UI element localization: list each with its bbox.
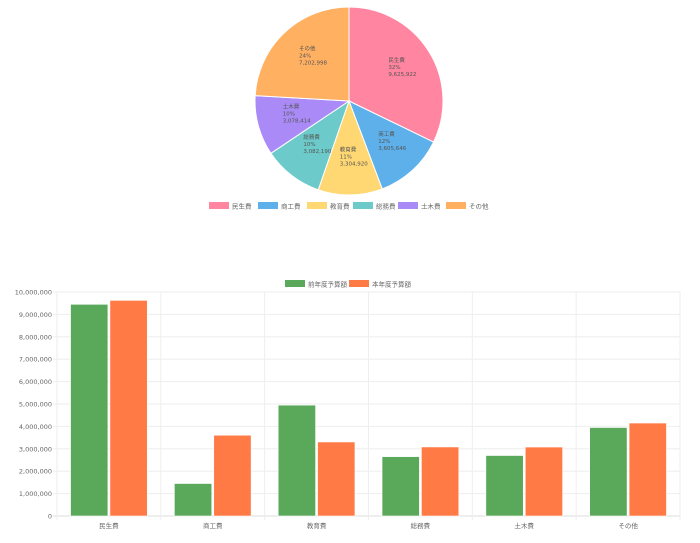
y-tick-label: 1,000,000 <box>19 490 52 498</box>
x-tick-label: 土木費 <box>515 521 535 530</box>
bar <box>70 304 109 517</box>
y-tick-label: 9,000,000 <box>19 311 52 319</box>
y-tick-label: 5,000,000 <box>19 401 52 409</box>
slice-percent: 11% <box>340 154 352 160</box>
bar <box>213 434 252 517</box>
slice-label: 商工費 <box>378 130 395 138</box>
legend-swatch <box>353 202 373 209</box>
slice-percent: 10% <box>283 111 295 117</box>
y-tick-label: 4,000,000 <box>19 423 52 431</box>
slice-percent: 32% <box>388 65 400 71</box>
legend-swatch <box>285 280 305 287</box>
legend-label: 総務費 <box>376 202 396 211</box>
x-tick-label: 総務費 <box>411 521 431 530</box>
y-tick-label: 8,000,000 <box>19 333 52 341</box>
legend-swatch <box>307 202 327 209</box>
x-tick-label: その他 <box>618 521 638 530</box>
legend-swatch <box>349 280 369 287</box>
legend-swatch <box>446 202 466 209</box>
legend-label: 本年度予算額 <box>372 280 412 289</box>
y-tick-label: 2,000,000 <box>19 468 52 476</box>
y-tick-label: 7,000,000 <box>19 356 52 364</box>
slice-percent: 24% <box>299 54 311 60</box>
bar <box>421 446 460 517</box>
slice-label: 総務費 <box>303 133 320 141</box>
pie-slice <box>348 100 435 190</box>
slice-value: 3,605,646 <box>378 146 406 152</box>
bar <box>589 427 628 517</box>
pie-legend: 民生費 商工費 教育費 総務費 土木費 その他 <box>209 202 489 211</box>
slice-label: 民生費 <box>388 56 405 64</box>
pie-slice <box>317 99 383 196</box>
slice-value: 7,202,998 <box>299 61 327 67</box>
pie-slice <box>348 6 444 143</box>
bar <box>174 483 213 517</box>
x-tick-label: 民生費 <box>99 521 119 530</box>
legend-label: 民生費 <box>232 202 252 211</box>
y-tick-label: 0 <box>48 513 52 521</box>
slice-value: 9,625,922 <box>388 72 416 78</box>
legend-swatch <box>258 202 278 209</box>
slice-label: その他 <box>299 45 316 53</box>
y-tick-label: 3,000,000 <box>19 445 52 453</box>
slice-label: 土木費 <box>283 102 300 110</box>
slice-label: 教育費 <box>340 145 357 153</box>
slice-value: 3,082,190 <box>303 149 331 155</box>
y-tick-label: 10,000,000 <box>15 289 52 297</box>
legend-swatch <box>398 202 418 209</box>
legend-label: 土木費 <box>421 202 441 211</box>
bar-chart: 0 1,000,000 2,000,000 3,000,000 4,000,000 5,0… <box>15 280 681 530</box>
legend-label: 前年度予算額 <box>308 280 348 289</box>
slice-percent: 10% <box>303 142 315 148</box>
bar <box>317 441 356 517</box>
legend-label: 商工費 <box>281 202 301 211</box>
x-tick-label: 商工費 <box>203 521 223 530</box>
bar <box>524 446 563 517</box>
bar <box>109 300 148 517</box>
y-tick-label: 6,000,000 <box>19 378 52 386</box>
legend-label: その他 <box>469 202 489 211</box>
bar <box>628 422 667 517</box>
bar <box>485 455 524 517</box>
x-tick-label: 教育費 <box>307 521 327 530</box>
slice-percent: 12% <box>378 139 390 145</box>
legend-swatch <box>209 202 229 209</box>
pie-slice <box>254 6 350 102</box>
bar <box>277 404 316 517</box>
bar <box>381 456 420 517</box>
legend-label: 教育費 <box>330 202 350 211</box>
slice-value: 3,304,920 <box>340 161 368 167</box>
slice-value: 3,078,414 <box>283 118 311 124</box>
